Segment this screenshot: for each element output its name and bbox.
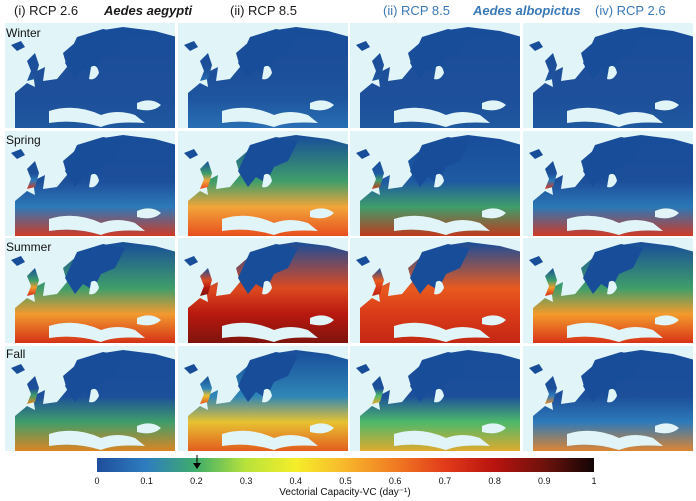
colorbar-tick-label: 0.8 bbox=[488, 476, 501, 486]
colorbar-tick-label: 1 bbox=[591, 476, 597, 486]
map-panel-r3-c1 bbox=[4, 237, 176, 344]
map-panel-r3-c2 bbox=[176, 237, 349, 344]
colorbar-tick-label: 0.6 bbox=[388, 476, 402, 486]
map-panel-r2-c1 bbox=[4, 129, 176, 237]
colorbar-tick-label: 0.7 bbox=[438, 476, 452, 486]
header-col2: (ii) RCP 8.5 bbox=[230, 3, 297, 18]
colorbar bbox=[97, 458, 594, 472]
header-col4: (iv) RCP 2.6 bbox=[595, 3, 666, 18]
map-grid bbox=[4, 22, 694, 452]
map-panel-r3-c3 bbox=[349, 237, 521, 344]
map-panel-r4-c4 bbox=[521, 344, 694, 452]
colorbar-tick-label: 0.4 bbox=[289, 476, 303, 486]
map-panel-r2-c2 bbox=[176, 129, 349, 237]
map-panel-r4-c1 bbox=[4, 344, 176, 452]
colorbar-tick-label: 0.5 bbox=[339, 476, 352, 486]
map-panel-r4-c2 bbox=[176, 344, 349, 452]
header-col1: (i) RCP 2.6 bbox=[14, 3, 79, 18]
colorbar-tick-label: 0.1 bbox=[140, 476, 153, 486]
map-panel-r1-c3 bbox=[349, 22, 521, 129]
colorbar-tick-label: 0.9 bbox=[538, 476, 551, 486]
colorbar-tick-label: 0 bbox=[94, 476, 100, 486]
map-panel-r4-c3 bbox=[349, 344, 521, 452]
map-panel-r2-c3 bbox=[349, 129, 521, 237]
colorbar-title: Vectorial Capacity-VC (day⁻¹) bbox=[279, 487, 411, 498]
colorbar-marker-arrow-icon bbox=[193, 455, 201, 469]
map-panel-r1-c2 bbox=[176, 22, 349, 129]
map-panel-r1-c1 bbox=[4, 22, 176, 129]
colorbar-tick-label: 0.3 bbox=[239, 476, 253, 486]
map-panel-r2-c4 bbox=[521, 129, 694, 237]
map-panel-r1-c4 bbox=[521, 22, 694, 129]
header-species-albopictus: Aedes albopictus bbox=[473, 3, 581, 18]
map-panel-r3-c4 bbox=[521, 237, 694, 344]
header-col3: (ii) RCP 8.5 bbox=[383, 3, 450, 18]
header-species-aegypti: Aedes aegypti bbox=[104, 3, 193, 18]
colorbar-tick-label: 0.2 bbox=[190, 476, 203, 486]
